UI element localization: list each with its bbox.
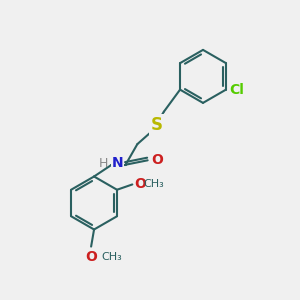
Text: O: O: [85, 250, 97, 264]
Text: O: O: [151, 153, 163, 167]
Text: S: S: [151, 116, 163, 134]
Text: CH₃: CH₃: [101, 252, 122, 262]
Text: O: O: [134, 177, 146, 191]
Text: CH₃: CH₃: [143, 179, 164, 190]
Text: Cl: Cl: [230, 82, 244, 97]
Text: N: N: [112, 156, 123, 170]
Text: H: H: [98, 157, 108, 170]
